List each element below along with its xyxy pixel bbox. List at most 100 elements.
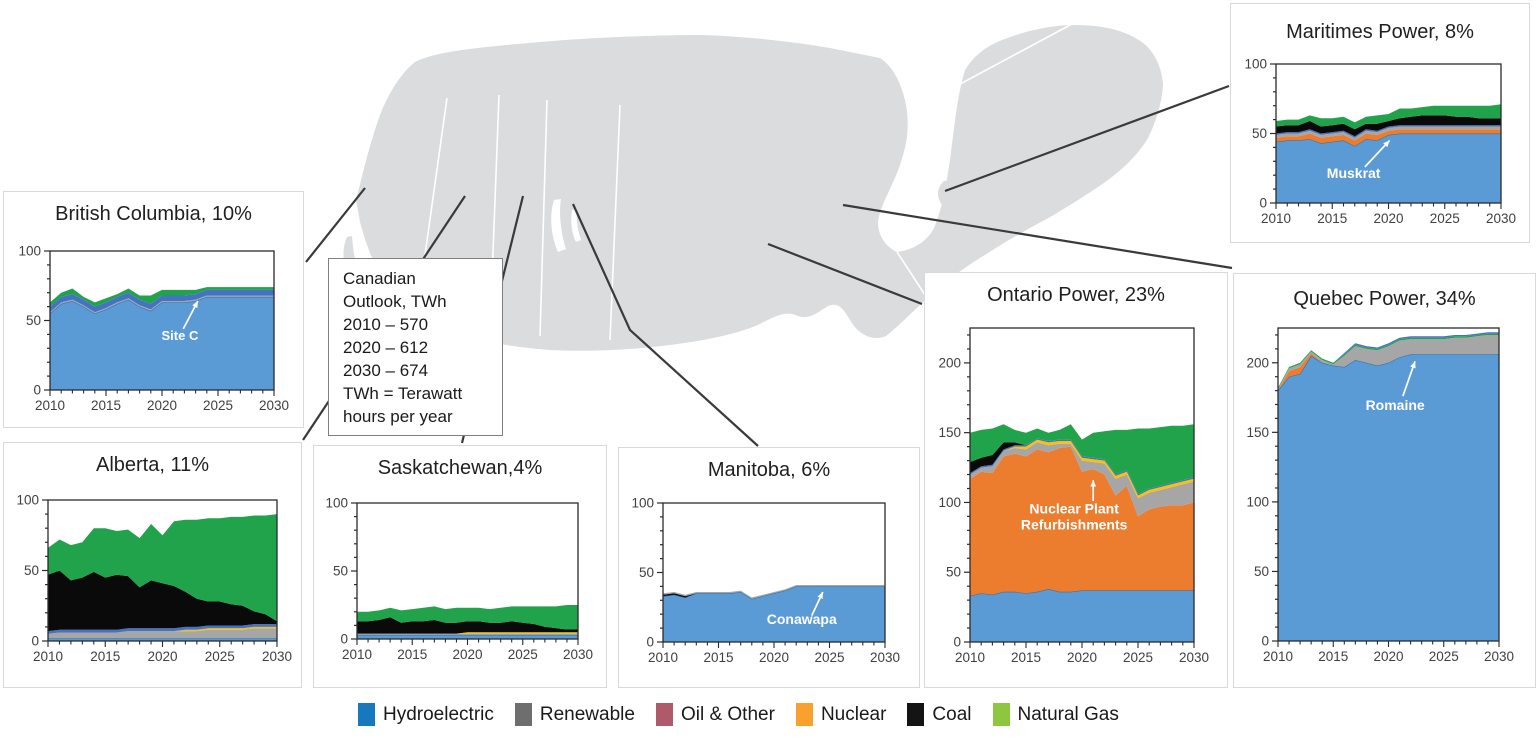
svg-text:100: 100 — [1246, 494, 1269, 509]
svg-text:2025: 2025 — [508, 647, 538, 662]
legend-item-hydroelectric: Hydroelectric — [358, 703, 494, 726]
svg-text:2030: 2030 — [563, 647, 593, 662]
svg-text:2010: 2010 — [35, 398, 65, 413]
svg-text:50: 50 — [333, 564, 348, 579]
outlook-line: hours per year — [343, 407, 453, 426]
connector-manitoba — [571, 203, 759, 447]
svg-text:50: 50 — [1252, 126, 1267, 141]
svg-text:150: 150 — [938, 425, 961, 440]
hydroelectric-swatch-icon — [358, 703, 375, 726]
svg-text:2025: 2025 — [205, 649, 235, 664]
chart-title-manitoba: Manitoba, 6% — [707, 459, 831, 481]
legend-label-natural-gas: Natural Gas — [1017, 703, 1119, 725]
chart-box-maritimes: 0 50 100 2010 2015 2020 2025 2030 Muskrat Mariti… — [1230, 3, 1530, 243]
outlook-line: Canadian — [343, 269, 416, 288]
svg-text:2020: 2020 — [759, 650, 789, 665]
chart-box-quebec: 0 50 100 150 200 2010 2015 2020 2025 2030 Romaine … — [1233, 273, 1536, 688]
svg-text:2030: 2030 — [870, 650, 900, 665]
legend-label-coal: Coal — [932, 703, 972, 725]
svg-text:100: 100 — [325, 496, 348, 511]
connector-maritimes — [944, 84, 1230, 193]
legend-label-renewable: Renewable — [539, 703, 635, 725]
chart-svg-quebec: 0 50 100 150 200 2010 2015 2020 2025 2030 Romaine — [1246, 327, 1514, 664]
svg-text:50: 50 — [1254, 564, 1269, 579]
chart-box-ontario: 0 50 100 150 200 2010 2015 2020 2025 2030 Nuclear … — [924, 272, 1228, 688]
svg-text:2010: 2010 — [955, 650, 985, 665]
chart-svg-alberta: 0 50 100 2010 2015 2020 2025 2030 — [16, 493, 292, 665]
svg-text:100: 100 — [1244, 57, 1267, 72]
svg-text:2015: 2015 — [91, 398, 121, 413]
svg-text:0: 0 — [1259, 196, 1267, 211]
svg-text:0: 0 — [646, 635, 654, 650]
svg-text:2015: 2015 — [397, 647, 427, 662]
svg-text:2020: 2020 — [452, 647, 482, 662]
svg-text:Romaine: Romaine — [1366, 397, 1425, 413]
chart-svg-manitoba: 0 50 100 2010 2015 2020 2025 2030 Conawapa — [631, 496, 900, 666]
svg-text:2015: 2015 — [1318, 649, 1348, 664]
chart-svg-maritimes: 0 50 100 2010 2015 2020 2025 2030 Muskrat — [1244, 57, 1516, 227]
svg-text:2030: 2030 — [1179, 650, 1209, 665]
outlook-line: TWh = Terawatt — [343, 384, 463, 403]
svg-text:2015: 2015 — [1317, 211, 1347, 226]
svg-text:100: 100 — [16, 493, 39, 508]
svg-text:2010: 2010 — [648, 650, 678, 665]
legend-label-nuclear: Nuclear — [820, 703, 887, 725]
svg-text:200: 200 — [1246, 355, 1269, 370]
outlook-box: Canadian Outlook, TWh 2010 – 570 2020 – … — [328, 258, 503, 436]
oil-other-swatch-icon — [655, 703, 673, 726]
coal-swatch-icon — [907, 703, 925, 726]
chart-title-saskatchewan: Saskatchewan,4% — [377, 457, 543, 479]
outlook-line: 2020 – 612 — [343, 338, 429, 357]
connector-british-columbia — [305, 187, 366, 263]
chart-title-maritimes: Maritimes Power, 8% — [1286, 21, 1474, 43]
connector-quebec — [842, 203, 1233, 270]
chart-title-alberta: Alberta, 11% — [95, 454, 210, 476]
svg-text:2010: 2010 — [1261, 211, 1291, 226]
chart-box-manitoba: 0 50 100 2010 2015 2020 2025 2030 Conawapa Manit… — [618, 447, 920, 688]
svg-text:2025: 2025 — [1123, 650, 1153, 665]
svg-text:2025: 2025 — [203, 398, 233, 413]
svg-text:Muskrat: Muskrat — [1327, 165, 1381, 181]
chart-svg-ontario: 0 50 100 150 200 2010 2015 2020 2025 2030 Nuclear … — [938, 327, 1209, 665]
svg-text:2010: 2010 — [33, 649, 63, 664]
svg-text:2020: 2020 — [147, 649, 177, 664]
svg-text:0: 0 — [1261, 634, 1269, 649]
svg-text:50: 50 — [26, 313, 41, 328]
svg-text:50: 50 — [946, 565, 961, 580]
svg-text:2030: 2030 — [1484, 649, 1514, 664]
svg-text:Site C: Site C — [161, 328, 198, 343]
svg-text:100: 100 — [631, 496, 654, 511]
svg-text:2030: 2030 — [1486, 211, 1516, 226]
svg-text:2025: 2025 — [1429, 649, 1459, 664]
legend-item-oil-other: Oil & Other — [655, 703, 775, 726]
svg-text:2020: 2020 — [1067, 650, 1097, 665]
svg-text:50: 50 — [24, 563, 39, 578]
svg-text:2030: 2030 — [262, 649, 292, 664]
chart-svg-british-columbia: 0 50 100 2010 2015 2020 2025 2030 Site C — [18, 244, 289, 414]
svg-text:50: 50 — [639, 565, 654, 580]
svg-text:2025: 2025 — [1430, 211, 1460, 226]
legend-item-nuclear: Nuclear — [795, 703, 887, 726]
legend: Hydroelectric Renewable Oil & Other Nucl… — [358, 703, 1119, 726]
svg-text:0: 0 — [340, 632, 348, 647]
svg-text:150: 150 — [1246, 425, 1269, 440]
chart-box-british-columbia: 0 50 100 2010 2015 2020 2025 2030 Site C British… — [3, 191, 304, 428]
outlook-line: 2010 – 570 — [343, 315, 429, 334]
svg-text:200: 200 — [938, 355, 961, 370]
svg-text:2020: 2020 — [1373, 649, 1403, 664]
svg-text:2010: 2010 — [1263, 649, 1293, 664]
outlook-line: Outlook, TWh — [343, 292, 447, 311]
chart-box-saskatchewan: 0 50 100 2010 2015 2020 2025 2030 Saskatchewan,… — [313, 445, 607, 688]
chart-title-ontario: Ontario Power, 23% — [987, 284, 1165, 306]
chart-svg-saskatchewan: 0 50 100 2010 2015 2020 2025 2030 — [325, 496, 593, 663]
svg-text:0: 0 — [31, 634, 39, 649]
svg-text:2015: 2015 — [90, 649, 120, 664]
legend-item-renewable: Renewable — [514, 703, 635, 726]
svg-text:0: 0 — [953, 635, 961, 650]
svg-text:2015: 2015 — [703, 650, 733, 665]
svg-text:100: 100 — [938, 495, 961, 510]
svg-text:100: 100 — [18, 244, 41, 259]
svg-text:2020: 2020 — [1373, 211, 1403, 226]
